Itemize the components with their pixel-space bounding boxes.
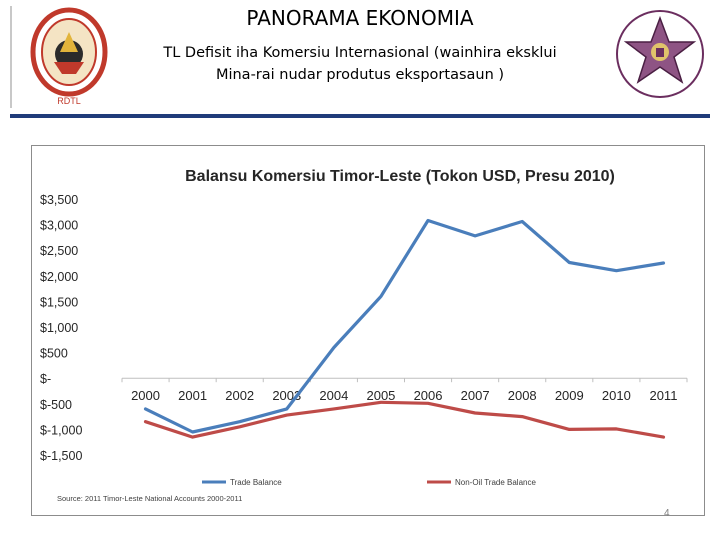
legend-label: Non-Oil Trade Balance: [455, 478, 536, 487]
x-tick-label: 2007: [461, 388, 490, 403]
x-tick-label: 2008: [508, 388, 537, 403]
x-tick-label: 2005: [366, 388, 395, 403]
header-left-bar: [10, 6, 12, 108]
ministry-of-finance-logo: [616, 10, 704, 98]
x-tick-label: 2010: [602, 388, 631, 403]
rdtl-coat-of-arms-logo: RDTL: [30, 7, 108, 106]
x-tick-label: 2000: [131, 388, 160, 403]
page-title: PANORAMA EKONOMIA: [246, 6, 474, 30]
y-axis: $3,500 $3,000 $2,500 $2,000 $1,500 $1,000 $500…: [40, 193, 82, 463]
x-tick-label: 2002: [225, 388, 254, 403]
y-tick-label: $-1,500: [40, 449, 82, 463]
trade-balance-chart: Balansu Komersiu Timor-Leste (Tokon USD,…: [40, 168, 688, 503]
series-line-trade-balance: [143, 218, 666, 434]
y-tick-label: $-1,000: [40, 423, 82, 437]
y-tick-label: $3,500: [40, 193, 78, 207]
series-line-non-oil-trade-balance: [143, 400, 666, 439]
chart-series: [143, 218, 666, 439]
header-divider: [10, 114, 710, 118]
page-subtitle-line2: Mina-rai nudar produtus eksportasaun ): [215, 67, 505, 83]
y-tick-label: $2,500: [40, 244, 78, 258]
y-tick-label: $2,000: [40, 270, 78, 284]
y-tick-label: $3,000: [40, 219, 78, 233]
x-tick-label: 2009: [555, 388, 584, 403]
y-tick-label: $-: [40, 372, 51, 386]
y-tick-label: $500: [40, 347, 68, 361]
page-subtitle-line1: TL Defisit iha Komersiu Internasional (w…: [163, 45, 557, 61]
legend-label: Trade Balance: [230, 478, 282, 487]
y-tick-label: $-500: [40, 398, 72, 412]
x-tick-label: 2011: [649, 388, 677, 403]
chart-source-note: Source: 2011 Timor-Leste National Accoun…: [57, 494, 242, 503]
rdtl-seal-label: RDTL: [57, 96, 81, 106]
x-tick-label: 2004: [319, 388, 348, 403]
page-subtitle: TL Defisit iha Komersiu Internasional (w…: [130, 42, 590, 86]
x-tick-label: 2001: [178, 388, 207, 403]
y-tick-label: $1,000: [40, 321, 78, 335]
page-number: 4: [664, 508, 670, 519]
y-tick-label: $1,500: [40, 295, 78, 309]
chart-legend: Trade Balance Non-Oil Trade Balance: [202, 478, 536, 487]
x-tick-label: 2006: [414, 388, 443, 403]
x-axis: 2000 2001 2002 2003 2004 2005 2006 2007 2008 2009…: [121, 377, 688, 403]
chart-title: Balansu Komersiu Timor-Leste (Tokon USD,…: [185, 168, 615, 185]
chart-frame: Balansu Komersiu Timor-Leste (Tokon USD,…: [31, 145, 705, 516]
